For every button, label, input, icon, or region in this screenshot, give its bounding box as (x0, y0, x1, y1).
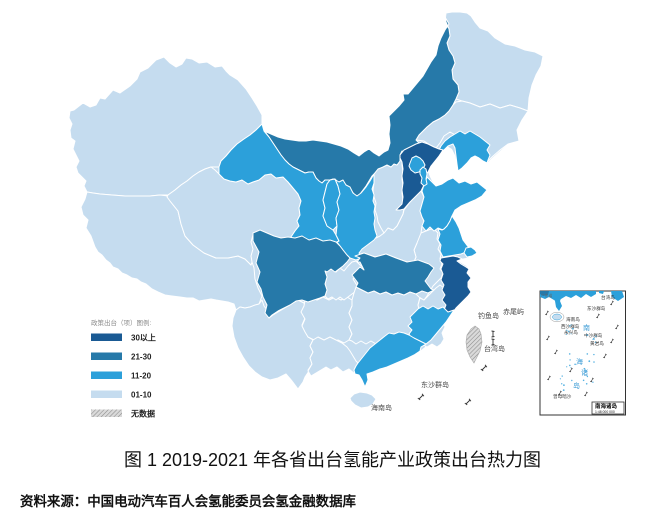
svg-text:台湾岛: 台湾岛 (484, 344, 505, 353)
svg-text:东沙群岛: 东沙群岛 (587, 305, 606, 312)
svg-text:黄岩岛: 黄岩岛 (590, 340, 604, 347)
svg-text:东沙群岛: 东沙群岛 (421, 380, 449, 389)
svg-text:21-30: 21-30 (131, 353, 152, 362)
svg-text:钓鱼岛: 钓鱼岛 (478, 311, 499, 320)
svg-text:广东省: 广东省 (541, 293, 553, 298)
svg-text:海: 海 (576, 357, 583, 366)
svg-text:海南岛: 海南岛 (371, 403, 392, 412)
svg-text:赤尾屿: 赤尾屿 (503, 307, 524, 316)
svg-text:诸: 诸 (581, 368, 588, 377)
svg-text:岛: 岛 (573, 381, 580, 390)
svg-text:南: 南 (583, 323, 590, 332)
svg-text:南海诸岛: 南海诸岛 (595, 402, 618, 410)
svg-text:台湾岛: 台湾岛 (601, 294, 615, 301)
svg-text:政策出台（项）图例:: 政策出台（项）图例: (91, 318, 152, 327)
svg-text:1:48 000 000: 1:48 000 000 (595, 410, 615, 414)
svg-text:中沙群岛: 中沙群岛 (584, 332, 603, 339)
svg-text:永兴岛: 永兴岛 (564, 329, 578, 336)
svg-text:曾母暗沙: 曾母暗沙 (553, 393, 572, 400)
svg-text:30以上: 30以上 (131, 333, 156, 343)
svg-text:01-10: 01-10 (131, 391, 152, 400)
svg-text:海南岛: 海南岛 (566, 316, 580, 323)
svg-text:西沙群岛: 西沙群岛 (561, 323, 580, 330)
svg-text:11-20: 11-20 (131, 372, 152, 381)
svg-text:无数据: 无数据 (130, 409, 155, 419)
